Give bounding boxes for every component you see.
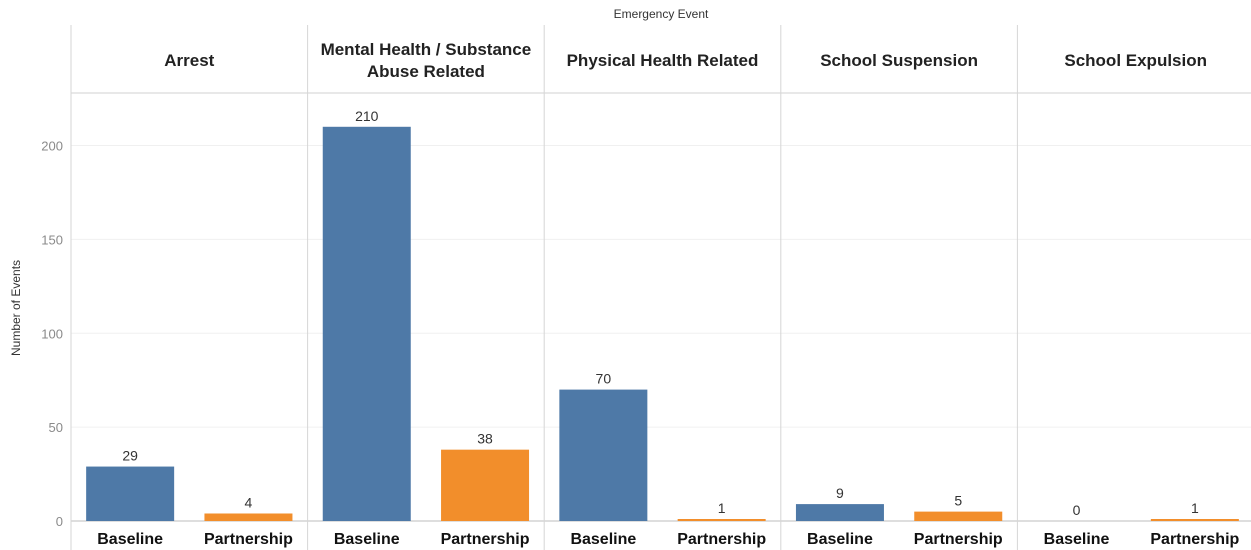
bar-baseline	[323, 127, 411, 521]
y-tick-label: 50	[49, 420, 63, 435]
y-axis-label: Number of Events	[9, 260, 23, 356]
panel-header: Arrest	[164, 51, 214, 70]
panel-header: Mental Health / Substance Abuse Related	[321, 40, 532, 81]
x-tick-label: Baseline	[97, 531, 163, 548]
x-tick-label: Baseline	[1044, 531, 1110, 548]
y-tick-label: 200	[41, 139, 63, 154]
data-label: 1	[1191, 500, 1199, 516]
data-label: 29	[122, 448, 138, 464]
x-tick-label: Baseline	[570, 531, 636, 548]
panel-header: Physical Health Related	[567, 51, 759, 70]
panel-header-line: Arrest	[164, 51, 214, 70]
bar-partnership	[914, 512, 1002, 521]
chart-title: Emergency Event	[614, 7, 709, 21]
bar-partnership	[1151, 519, 1239, 521]
x-tick-label: Partnership	[441, 531, 530, 548]
data-label: 38	[477, 431, 493, 447]
bar-baseline	[559, 390, 647, 521]
panel-header-line: School Suspension	[820, 51, 978, 70]
bars	[86, 127, 1239, 521]
panel-header: School Expulsion	[1064, 51, 1207, 70]
data-label: 4	[245, 494, 253, 510]
data-label: 1	[718, 500, 726, 516]
panel-header-line: Mental Health / Substance	[321, 40, 532, 59]
gridlines	[71, 146, 1251, 428]
panel-headers: Arrest Mental Health / Substance Abuse Rel…	[164, 40, 1207, 81]
data-label: 9	[836, 485, 844, 501]
data-label: 5	[954, 493, 962, 509]
x-tick-label: Baseline	[807, 531, 873, 548]
panel-header-line: Abuse Related	[367, 62, 485, 81]
panel-header-line: School Expulsion	[1064, 51, 1207, 70]
x-tick-label: Partnership	[1150, 531, 1239, 548]
x-tick-label: Baseline	[334, 531, 400, 548]
y-axis-ticks: 0 50 100 150 200	[41, 139, 63, 529]
bar-partnership	[441, 450, 529, 521]
x-tick-label: Partnership	[204, 531, 293, 548]
data-label: 70	[596, 371, 612, 387]
x-tick-label: Partnership	[677, 531, 766, 548]
panel-header: School Suspension	[820, 51, 978, 70]
y-tick-label: 100	[41, 326, 63, 341]
y-tick-label: 0	[56, 514, 63, 529]
panel-header-line: Physical Health Related	[567, 51, 759, 70]
data-labels: 29 4 210 38 70 1 9 5 0 1	[122, 108, 1199, 518]
bar-partnership	[678, 519, 766, 521]
data-label: 210	[355, 108, 379, 124]
data-label: 0	[1073, 502, 1081, 518]
bar-partnership	[204, 513, 292, 521]
y-tick-label: 150	[41, 232, 63, 247]
x-tick-label: Partnership	[914, 531, 1003, 548]
bar-baseline	[796, 504, 884, 521]
bar-baseline	[86, 467, 174, 521]
x-axis-ticks: Baseline Partnership Baseline Partnership Ba…	[97, 531, 1239, 548]
panel-frames	[71, 25, 1251, 550]
